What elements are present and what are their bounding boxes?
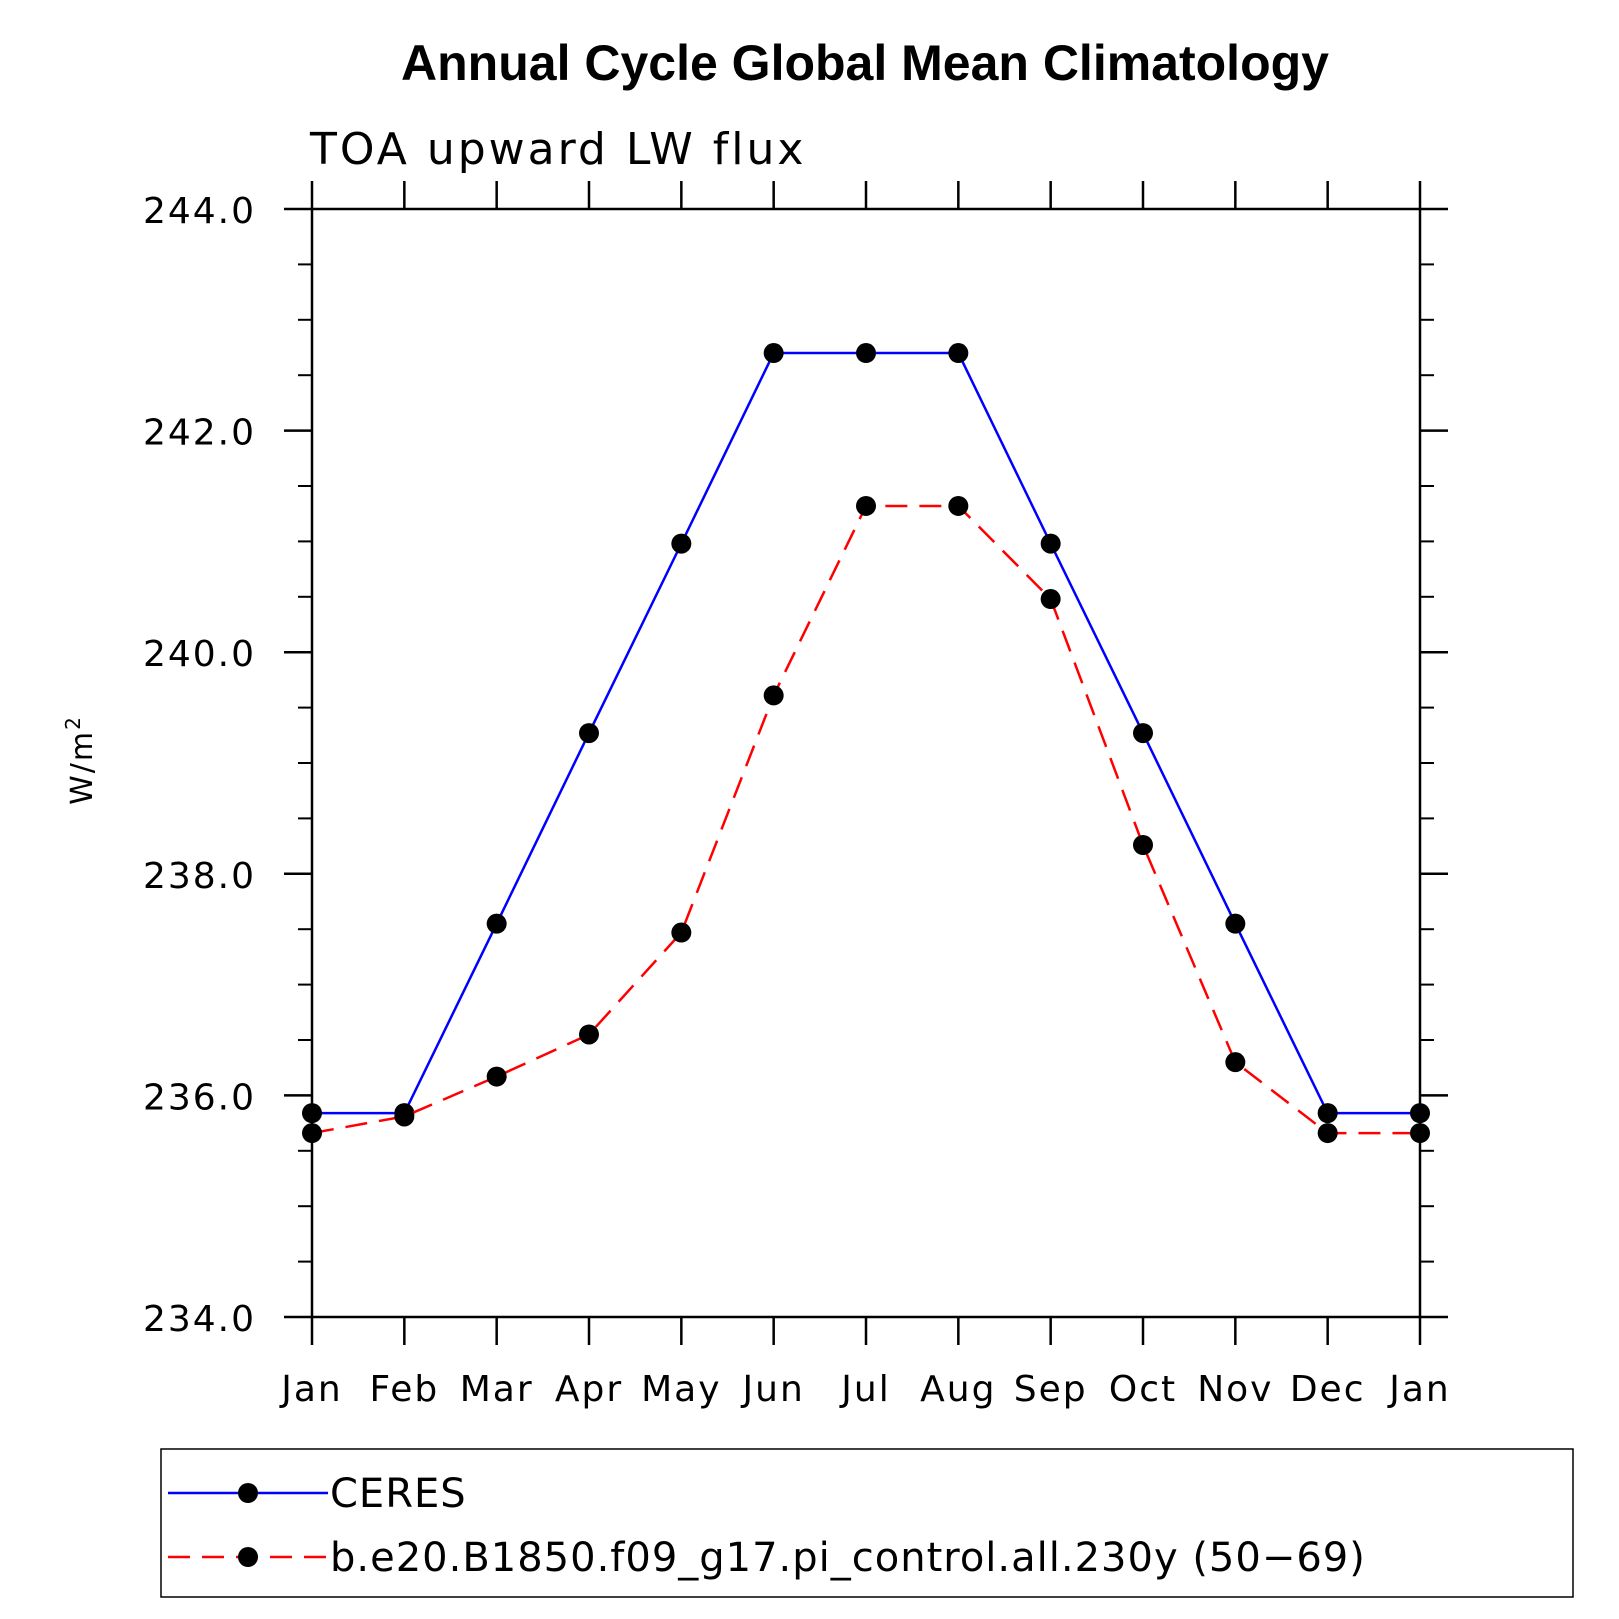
series-layer: [302, 343, 1430, 1144]
legend-item-2: b.e20.B1850.f09_g17.pi_control.all.230y …: [168, 1535, 1366, 1581]
series-line: [312, 351, 1420, 1115]
x-tick-label: Mar: [460, 1369, 534, 1410]
y-axis-label: W/m2: [61, 715, 100, 805]
x-tick-label: Dec: [1290, 1369, 1366, 1410]
y-tick-label: 234.0: [143, 1299, 256, 1340]
data-point: [1040, 533, 1061, 554]
data-point: [1225, 1052, 1246, 1073]
data-point: [1133, 723, 1153, 744]
data-point: [1410, 1103, 1430, 1124]
data-point: [856, 495, 876, 516]
chart-subtitle: TOA upward LW flux: [309, 124, 806, 175]
data-point: [856, 343, 876, 364]
legend-label: b.e20.B1850.f09_g17.pi_control.all.230y …: [330, 1535, 1366, 1581]
legend-label: CERES: [330, 1471, 467, 1517]
data-point: [302, 1103, 322, 1124]
x-tick-label: Jun: [741, 1369, 805, 1410]
legend-item-1: CERES: [168, 1471, 467, 1517]
legend: CERES b.e20.B1850.f09_g17.pi_control.all.…: [160, 1448, 1574, 1598]
data-point: [486, 1066, 507, 1087]
y-tick-label: 240.0: [143, 634, 256, 675]
data-point: [1133, 834, 1153, 855]
x-tick-label: Nov: [1197, 1369, 1273, 1410]
series-line: [311, 504, 1420, 1135]
legend-marker: [238, 1483, 258, 1503]
y-tick-label: 244.0: [143, 191, 256, 232]
x-tick-label: Apr: [555, 1369, 623, 1410]
data-point: [1317, 1103, 1338, 1124]
chart-title: Annual Cycle Global Mean Climatology: [401, 35, 1329, 91]
x-tick-label: Oct: [1109, 1369, 1177, 1410]
legend-box: [160, 1448, 1574, 1598]
data-point: [486, 913, 507, 934]
data-point: [1317, 1123, 1338, 1144]
plot-frame: [310, 207, 1422, 1319]
data-point: [302, 1123, 322, 1144]
x-tick-label: May: [641, 1369, 721, 1410]
data-point: [763, 343, 784, 364]
data-point: [1410, 1123, 1430, 1144]
data-point: [763, 685, 784, 706]
x-tick-label: Sep: [1014, 1369, 1088, 1410]
data-point: [671, 533, 692, 554]
plot-axes: Jan Feb Mar Apr May Jun Jul Aug Sep Oct Nov Dec Jan 2…: [143, 181, 1451, 1410]
data-point: [948, 343, 969, 364]
y-tick-label: 236.0: [143, 1077, 256, 1118]
series-2: [302, 495, 1430, 1144]
data-point: [1040, 589, 1061, 610]
x-tick-label: Jan: [279, 1369, 343, 1410]
data-point: [948, 495, 969, 516]
x-tick-label: Jan: [1387, 1369, 1451, 1410]
series-1: [302, 343, 1430, 1124]
legend-marker: [238, 1547, 258, 1567]
data-point: [579, 1024, 599, 1045]
x-tick-label: Feb: [369, 1369, 439, 1410]
x-tick-label: Jul: [839, 1369, 890, 1410]
y-tick-label: 238.0: [143, 856, 256, 897]
y-axis-label-superscript: 2: [61, 715, 85, 730]
data-point: [579, 723, 599, 744]
data-point: [1225, 913, 1246, 934]
data-point: [394, 1106, 415, 1127]
y-tick-label: 242.0: [143, 413, 256, 454]
data-point: [671, 922, 692, 943]
x-tick-label: Aug: [920, 1369, 996, 1410]
